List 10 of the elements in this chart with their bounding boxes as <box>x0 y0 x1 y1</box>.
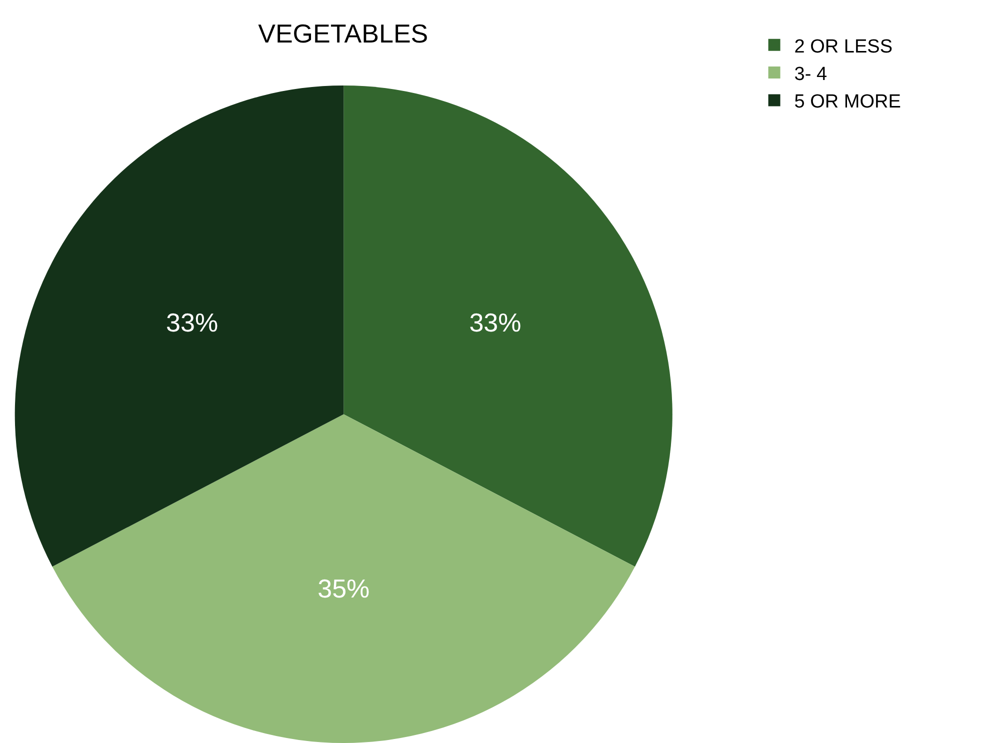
pie-slice <box>344 85 672 567</box>
data-label: 33% <box>469 307 522 338</box>
legend-label: 5 OR MORE <box>794 92 901 113</box>
chart-title: VEGETABLES <box>258 18 428 49</box>
pie-slice <box>52 414 635 742</box>
pie-slice <box>15 85 344 567</box>
data-label: 35% <box>318 574 370 604</box>
legend-label: 3- 4 <box>794 64 828 85</box>
legend-label: 2 OR LESS <box>794 36 893 58</box>
data-label: 33% <box>166 307 218 338</box>
